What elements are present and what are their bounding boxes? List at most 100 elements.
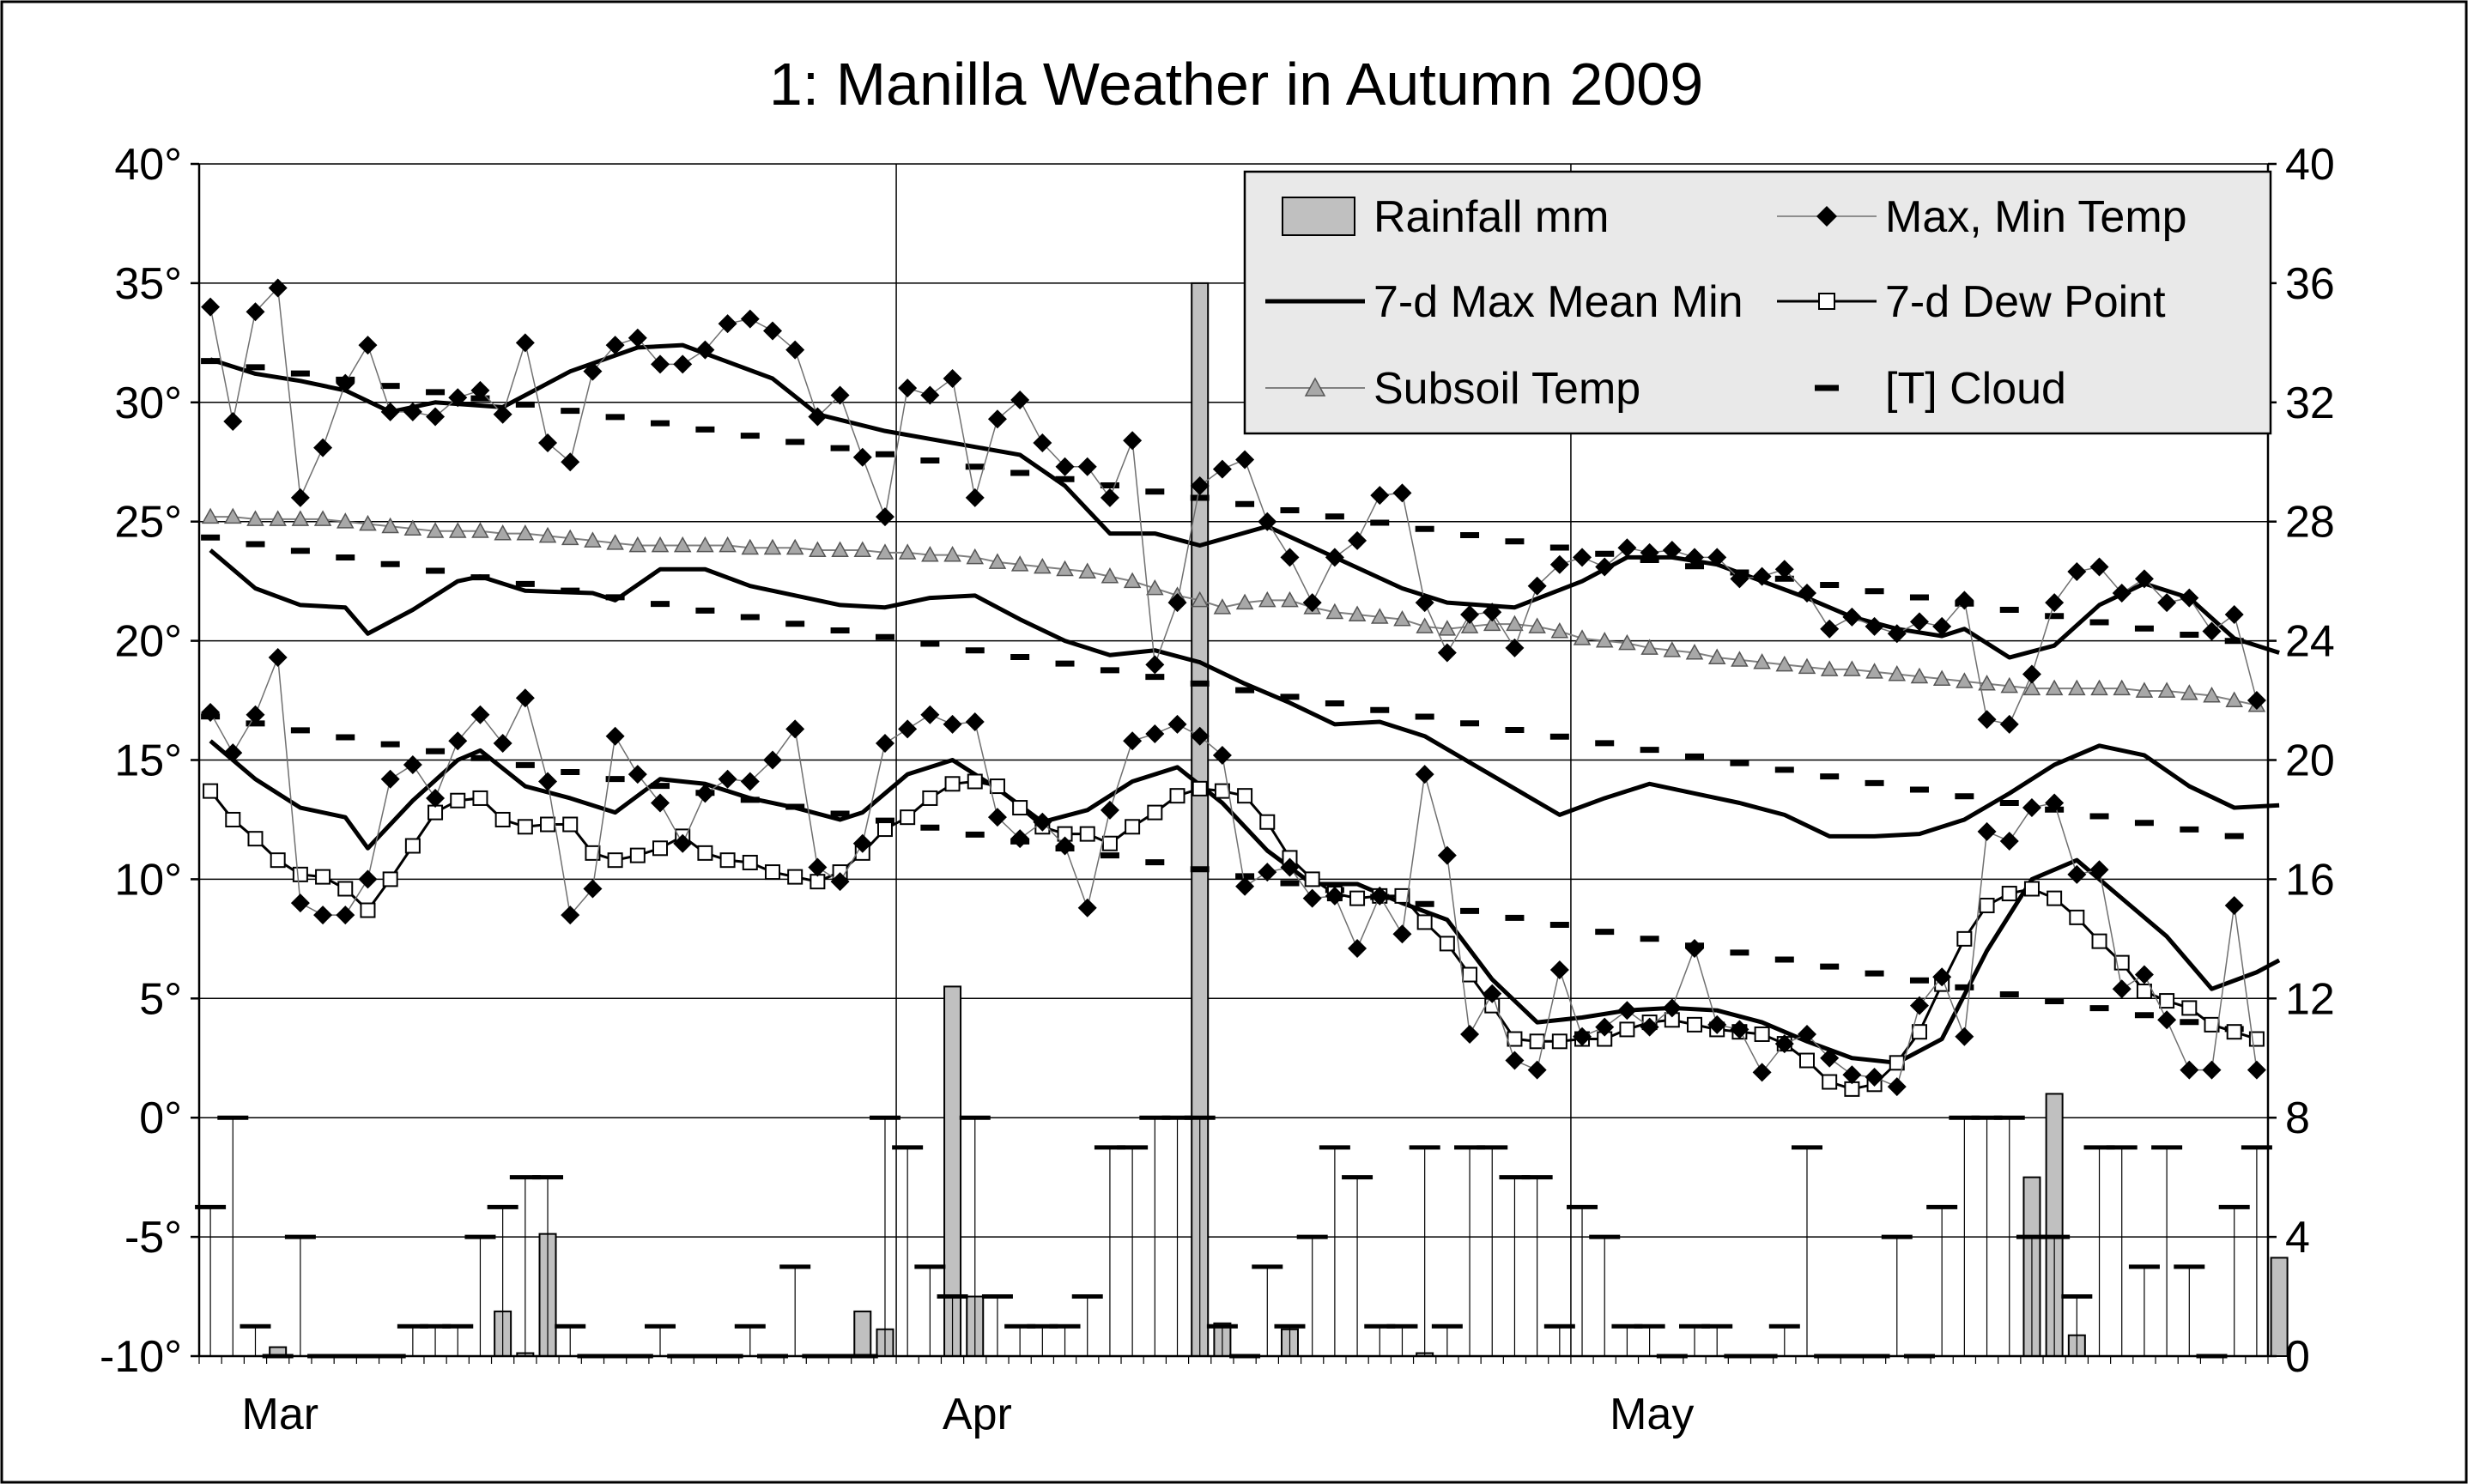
dew-point-marker	[1147, 804, 1163, 821]
subsoil-marker	[1663, 641, 1682, 657]
daily-max-marker	[987, 409, 1007, 429]
dew-point-marker	[1844, 1081, 1860, 1097]
subsoil-marker	[269, 510, 287, 526]
daily-min-marker	[1730, 1020, 1749, 1039]
daily-max-marker	[1077, 457, 1097, 476]
daily-min-marker	[268, 648, 288, 668]
y-tick-label-left: -5°	[124, 1213, 182, 1263]
daily-min-marker	[2134, 965, 2154, 984]
daily-min-marker	[358, 869, 378, 889]
dew-point-marker	[1507, 1031, 1523, 1047]
daily-min-marker	[1460, 1024, 1480, 1044]
rainfall-bar	[853, 1310, 872, 1357]
normal-trend-dashes	[201, 358, 2244, 1033]
daily-min-marker	[695, 784, 715, 803]
daily-max-marker	[1730, 569, 1749, 589]
daily-max-marker	[695, 340, 715, 360]
daily-min-marker	[1909, 996, 1929, 1015]
daily-max-marker	[1392, 483, 1412, 503]
7d-min-line	[209, 739, 2281, 1065]
daily-max-marker	[1258, 512, 1277, 531]
daily-min-marker	[830, 872, 850, 892]
y-tick-label-right: 40	[2285, 140, 2335, 190]
daily-min-marker	[583, 879, 603, 899]
y-tick-label-right: 24	[2285, 617, 2335, 667]
dew-point-marker	[270, 852, 286, 869]
dew-point-marker	[989, 778, 1005, 795]
daily-min-marker	[1055, 836, 1075, 856]
y-tick-label-left: 40°	[114, 140, 182, 190]
subsoil-marker	[898, 543, 917, 560]
daily-max-marker	[201, 297, 221, 317]
subsoil-marker	[943, 546, 961, 562]
daily-max-marker	[1280, 548, 1300, 567]
subsoil-marker	[2090, 679, 2108, 696]
dew-point-marker	[967, 773, 983, 790]
dew-point-marker	[1822, 1074, 1838, 1090]
daily-max-marker	[1190, 476, 1210, 496]
daily-max-marker	[1707, 548, 1727, 567]
rainfall-bar	[2270, 1257, 2289, 1357]
daily-min-marker	[2067, 864, 2087, 884]
daily-min-marker	[1842, 1065, 1862, 1085]
subsoil-marker	[336, 512, 355, 529]
daily-max-marker	[943, 369, 962, 389]
subsoil-marker	[741, 538, 760, 555]
subsoil-marker	[1798, 657, 1816, 675]
legend: Rainfall mm Max, Min Temp 7-d Max Mean Min…	[1243, 170, 2272, 435]
subsoil-marker	[246, 510, 264, 526]
daily-max-marker	[1527, 576, 1547, 596]
daily-min-marker	[1145, 724, 1165, 743]
daily-min-marker	[538, 772, 558, 791]
subsoil-marker	[966, 548, 985, 565]
daily-min-marker	[1302, 888, 1322, 908]
daily-min-marker	[920, 705, 940, 724]
dew-point-marker	[787, 869, 803, 885]
dew-point-marker	[2226, 1024, 2242, 1040]
daily-min-marker	[1955, 1027, 1974, 1046]
subsoil-marker	[785, 538, 804, 555]
daily-min-marker	[2022, 798, 2041, 818]
subsoil-marker	[1753, 653, 1771, 669]
dew-point-marker	[944, 776, 961, 792]
daily-max-marker	[673, 354, 693, 374]
dew-point-marker	[2091, 933, 2107, 949]
daily-max-marker	[223, 412, 243, 432]
legend-label: [T] Cloud	[1885, 364, 2066, 414]
daily-min-marker	[1212, 745, 1232, 765]
dew-point-marker	[607, 852, 623, 869]
daily-min-marker	[493, 734, 512, 754]
subsoil-marker	[921, 546, 939, 562]
subsoil-marker	[1235, 593, 1254, 610]
subsoil-marker	[201, 507, 220, 524]
daily-min-marker	[403, 755, 422, 775]
daily-max-marker	[1235, 450, 1255, 469]
subsoil-marker	[1573, 629, 1592, 645]
daily-min-marker	[1437, 845, 1457, 865]
subsoil-marker	[516, 524, 535, 541]
subsoil-marker	[1775, 655, 1794, 672]
daily-max-marker	[1167, 593, 1187, 613]
subsoil-marker	[606, 534, 624, 550]
y-tick-label-left: 5°	[139, 974, 182, 1024]
daily-min-marker	[1527, 1060, 1547, 1080]
subsoil-marker	[471, 522, 489, 538]
daily-min-marker	[201, 702, 221, 722]
dew-point-marker	[360, 902, 376, 918]
y-tick-label-left: 25°	[114, 498, 182, 548]
daily-min-marker	[2247, 1060, 2266, 1080]
dew-point-marker	[1169, 788, 1185, 804]
daily-max-marker	[470, 380, 490, 400]
subsoil-marker	[1370, 608, 1389, 624]
daily-min-marker	[1258, 863, 1277, 882]
daily-max-marker	[740, 309, 760, 329]
daily-max-marker	[290, 488, 310, 507]
dew-point-marker	[585, 845, 601, 861]
daily-min-marker	[1483, 984, 1502, 1003]
daily-max-marker	[2247, 691, 2266, 711]
daily-min-marker	[426, 788, 446, 808]
subsoil-marker	[584, 531, 602, 548]
subsoil-marker	[1640, 639, 1658, 655]
daily-min-marker	[1820, 1048, 1840, 1068]
y-tick-label-right: 12	[2285, 974, 2335, 1024]
